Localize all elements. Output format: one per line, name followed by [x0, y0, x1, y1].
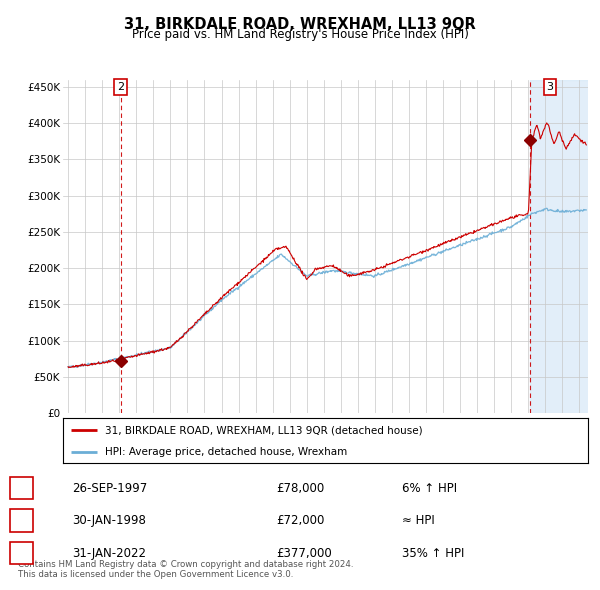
Text: ≈ HPI: ≈ HPI	[402, 514, 435, 527]
Text: £78,000: £78,000	[276, 481, 324, 495]
Text: £72,000: £72,000	[276, 514, 325, 527]
Text: 35% ↑ HPI: 35% ↑ HPI	[402, 546, 464, 560]
Text: 31, BIRKDALE ROAD, WREXHAM, LL13 9QR (detached house): 31, BIRKDALE ROAD, WREXHAM, LL13 9QR (de…	[105, 425, 422, 435]
Text: 2: 2	[17, 514, 25, 527]
Bar	[530, 80, 600, 413]
Text: 31, BIRKDALE ROAD, WREXHAM, LL13 9QR: 31, BIRKDALE ROAD, WREXHAM, LL13 9QR	[124, 17, 476, 31]
Text: HPI: Average price, detached house, Wrexham: HPI: Average price, detached house, Wrex…	[105, 447, 347, 457]
Text: 31-JAN-2022: 31-JAN-2022	[72, 546, 146, 560]
Text: 26-SEP-1997: 26-SEP-1997	[72, 481, 147, 495]
Text: 1: 1	[17, 481, 25, 495]
Text: 30-JAN-1998: 30-JAN-1998	[72, 514, 146, 527]
Text: £377,000: £377,000	[276, 546, 332, 560]
Text: 3: 3	[547, 82, 554, 92]
Text: Price paid vs. HM Land Registry's House Price Index (HPI): Price paid vs. HM Land Registry's House …	[131, 28, 469, 41]
Text: Contains HM Land Registry data © Crown copyright and database right 2024.
This d: Contains HM Land Registry data © Crown c…	[18, 560, 353, 579]
Text: 6% ↑ HPI: 6% ↑ HPI	[402, 481, 457, 495]
Text: 2: 2	[117, 82, 124, 92]
Text: 3: 3	[17, 546, 25, 560]
